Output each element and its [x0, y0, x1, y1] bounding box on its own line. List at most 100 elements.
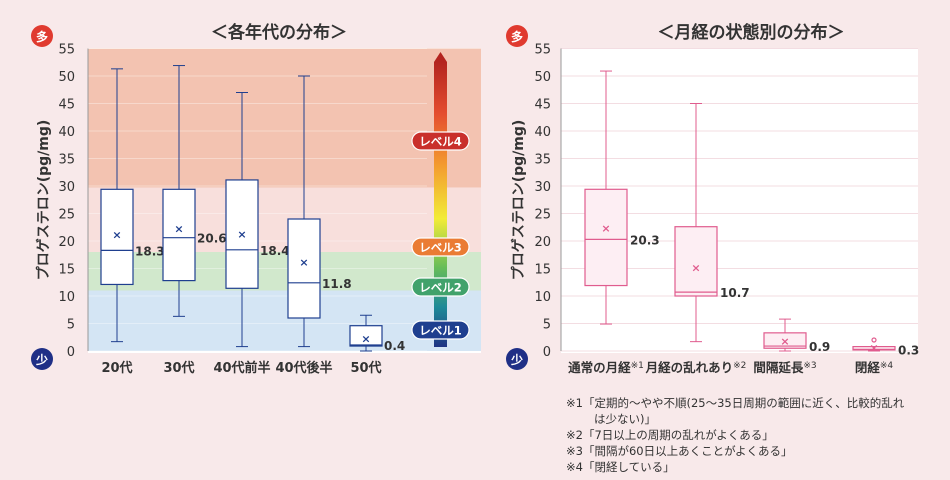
level-pill-1 [411, 320, 470, 340]
box-body [162, 188, 196, 282]
y-tick-label: 15 [58, 263, 75, 278]
y-tick-label: 30 [58, 180, 75, 195]
y-tick-label: 35 [534, 153, 551, 168]
y-tick-label: 45 [534, 98, 551, 113]
x-tick-label: 20代 [101, 360, 132, 376]
age-chart-y-axis-label: プロゲステロン(pg/mg) [35, 120, 52, 281]
box-2: × 10.7 [674, 103, 750, 343]
menstrual-chart: ＜月経の状態別の分布＞ 0 5 10 15 20 25 30 35 40 45 50 55 × 20.3… [506, 22, 919, 375]
box-1: × 20.3 [584, 70, 660, 325]
median-value-label: 20.3 [630, 233, 660, 247]
level-pill-label: レベル1 [419, 324, 462, 338]
level-gradient-bar [434, 62, 447, 347]
footnote-1: ※1「定期的～やや不順(25～35日周期の範囲に近く、比較的乱れ [566, 396, 905, 410]
box-4: × 0.3 [852, 337, 919, 357]
y-tick-label: 20 [58, 235, 75, 250]
age-chart-title: ＜各年代の分布＞ [211, 22, 347, 43]
level-pill-label: レベル3 [419, 241, 462, 255]
median-value-label: 0.9 [809, 340, 830, 354]
x-tick-label: 閉経※4 [855, 360, 894, 375]
mean-marker: × [869, 342, 878, 355]
mean-marker: × [691, 261, 700, 274]
menstrual-chart-title: ＜月経の状態別の分布＞ [658, 22, 845, 43]
footnote-4: ※4「閉経している」 [566, 460, 675, 474]
y-tick-label: 55 [58, 43, 75, 58]
y-tick-label: 40 [534, 125, 551, 140]
y-tick-label: 40 [58, 125, 75, 140]
median-value-label: 18.3 [135, 244, 165, 258]
age-chart-x-labels: 20代 30代 40代前半 40代後半 50代 [101, 360, 381, 376]
mean-marker: × [601, 222, 610, 235]
x-tick-label: 50代 [350, 360, 381, 376]
level-pill-label: レベル2 [419, 281, 462, 295]
level-band-1 [88, 290, 481, 351]
y-tick-label: 20 [534, 235, 551, 250]
x-tick-label: 40代後半 [275, 360, 332, 376]
badge-high-left: 多 [31, 25, 53, 47]
footnote-1-continued: は少ない)」 [594, 412, 656, 426]
level-bands [88, 48, 481, 351]
box-1: × 18.3 [100, 68, 165, 343]
menstrual-chart-gridlines [561, 48, 918, 352]
badge-high-left-text: 多 [36, 29, 48, 44]
mean-marker: × [112, 228, 121, 241]
median-value-label: 11.8 [322, 277, 352, 291]
y-tick-label: 5 [67, 318, 75, 333]
y-tick-label: 10 [58, 290, 75, 305]
y-tick-label: 50 [58, 70, 75, 85]
mean-marker: × [174, 222, 183, 235]
box-5: × 0.4 [349, 314, 405, 353]
badge-low-right-text: 少 [510, 352, 523, 367]
mean-marker: × [780, 335, 789, 348]
box-body [287, 218, 321, 319]
level-pill-3 [411, 237, 470, 257]
x-tick-label: 月経の乱れあり※2 [645, 360, 747, 375]
badge-low-right: 少 [506, 348, 528, 370]
y-tick-label: 35 [58, 153, 75, 168]
mean-marker: × [237, 228, 246, 241]
footnote-3: ※3「間隔が60日以上あくことがよくある」 [566, 444, 793, 458]
level-pill-label: レベル4 [419, 135, 462, 149]
level-gradient-arrow-tip [434, 52, 447, 62]
badge-high-right: 多 [506, 25, 528, 47]
y-tick-label: 0 [67, 345, 75, 360]
y-tick-label: 50 [534, 70, 551, 85]
box-3: × 0.9 [763, 318, 830, 354]
mean-marker: × [361, 332, 370, 345]
box-body [100, 188, 134, 286]
median-value-label: 18.4 [260, 244, 290, 258]
box-body [763, 332, 807, 349]
y-tick-label: 10 [534, 290, 551, 305]
box-4: × 11.8 [287, 75, 352, 348]
mean-marker: × [299, 256, 308, 269]
box-body [349, 325, 383, 347]
median-value-label: 0.4 [384, 339, 405, 353]
menstrual-chart-y-ticks: 0 5 10 15 20 25 30 35 40 45 50 55 [534, 43, 562, 360]
age-chart: ＜各年代の分布＞ 0 5 10 15 20 25 30 35 40 45 50 55 × 18.3 × 20… [31, 22, 481, 376]
box-3: × 18.4 [225, 92, 290, 348]
menstrual-chart-y-axis-label: プロゲステロン(pg/mg) [510, 120, 527, 281]
footnote-2: ※2「7日以上の周期の乱れがよくある」 [566, 428, 774, 442]
x-tick-label: 40代前半 [213, 360, 270, 376]
x-tick-label: 30代 [163, 360, 194, 376]
y-tick-label: 0 [543, 345, 551, 360]
median-value-label: 0.3 [898, 343, 919, 357]
badge-low-left-text: 少 [35, 352, 48, 367]
y-tick-label: 25 [58, 208, 75, 223]
level-pill-2 [411, 277, 470, 297]
outlier-point [871, 337, 877, 343]
level-scale: レベル4 レベル3 レベル2 レベル1 [411, 52, 470, 347]
badge-low-left: 少 [31, 348, 53, 370]
y-tick-label: 5 [543, 318, 551, 333]
x-tick-label: 間隔延長※3 [753, 360, 816, 375]
level-pill-4 [411, 131, 470, 151]
median-value-label: 10.7 [720, 286, 750, 300]
y-tick-label: 15 [534, 263, 551, 278]
box-body [225, 179, 259, 289]
box-body [674, 226, 718, 297]
box-2: × 20.6 [162, 65, 227, 317]
age-chart-y-ticks: 0 5 10 15 20 25 30 35 40 45 50 55 [58, 43, 89, 360]
y-tick-label: 25 [534, 208, 551, 223]
x-tick-label: 通常の月経※1 [568, 360, 644, 375]
menstrual-chart-boxes: × 20.3 × 10.7 × 0.9 × 0.3 [584, 70, 919, 357]
